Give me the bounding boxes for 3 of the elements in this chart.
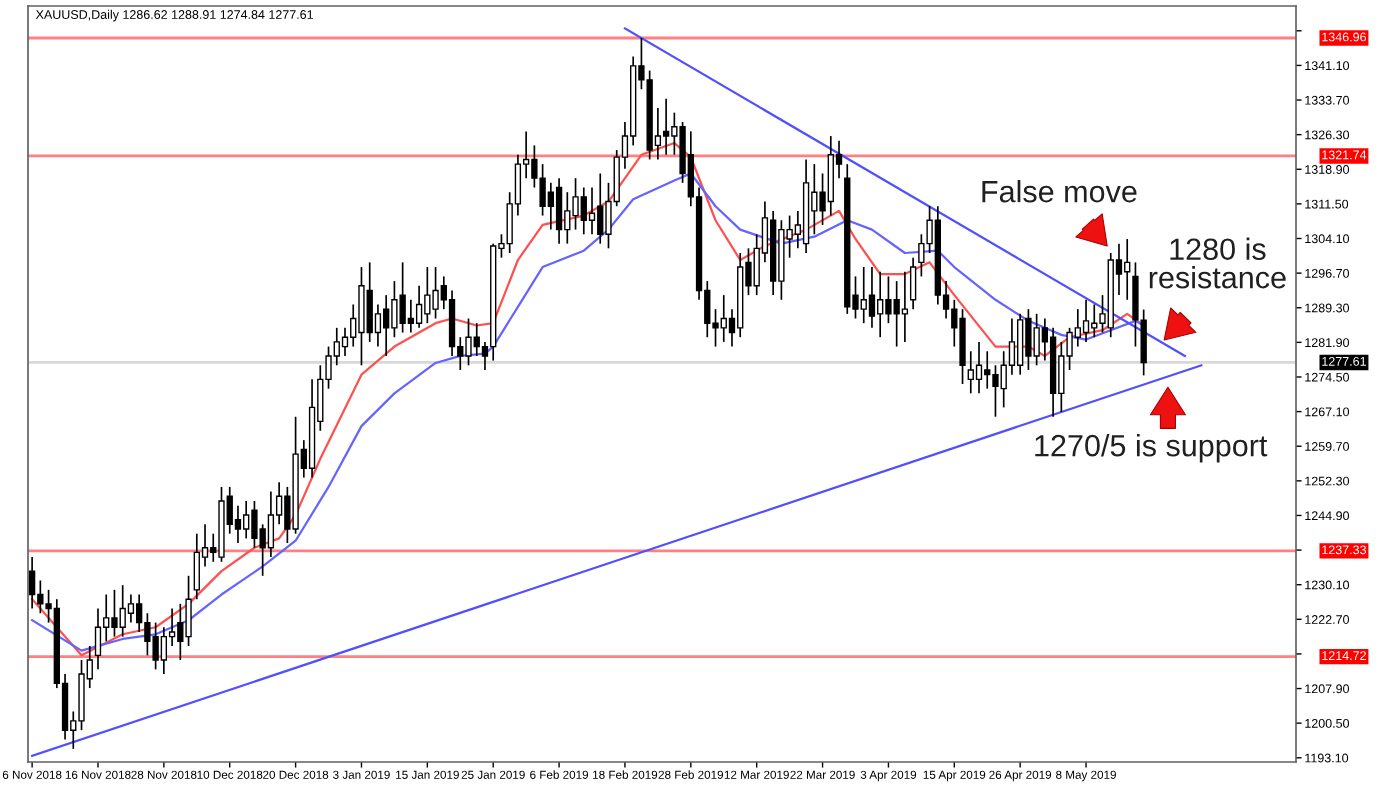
annotation: 1270/5 is support: [1035, 434, 1268, 463]
annotation: False move: [982, 180, 1137, 203]
annotation: 1280 is resistance: [1149, 237, 1286, 289]
